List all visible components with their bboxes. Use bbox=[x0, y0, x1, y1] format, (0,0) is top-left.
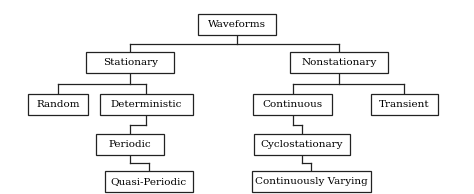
Text: Cyclostationary: Cyclostationary bbox=[261, 140, 343, 149]
FancyBboxPatch shape bbox=[28, 94, 88, 115]
FancyBboxPatch shape bbox=[253, 94, 332, 115]
Text: Waveforms: Waveforms bbox=[208, 20, 266, 29]
Text: Stationary: Stationary bbox=[103, 58, 158, 67]
Text: Quasi-Periodic: Quasi-Periodic bbox=[110, 177, 187, 186]
Text: Transient: Transient bbox=[379, 100, 429, 109]
Text: Continuous: Continuous bbox=[263, 100, 323, 109]
FancyBboxPatch shape bbox=[105, 171, 193, 192]
FancyBboxPatch shape bbox=[97, 134, 164, 155]
Text: Deterministic: Deterministic bbox=[111, 100, 182, 109]
Text: Nonstationary: Nonstationary bbox=[301, 58, 377, 67]
FancyBboxPatch shape bbox=[100, 94, 193, 115]
Text: Continuously Varying: Continuously Varying bbox=[255, 177, 368, 186]
FancyBboxPatch shape bbox=[371, 94, 438, 115]
Text: Random: Random bbox=[36, 100, 80, 109]
FancyBboxPatch shape bbox=[198, 14, 276, 35]
FancyBboxPatch shape bbox=[291, 52, 388, 73]
FancyBboxPatch shape bbox=[255, 134, 350, 155]
FancyBboxPatch shape bbox=[252, 171, 371, 192]
FancyBboxPatch shape bbox=[86, 52, 174, 73]
Text: Periodic: Periodic bbox=[109, 140, 152, 149]
